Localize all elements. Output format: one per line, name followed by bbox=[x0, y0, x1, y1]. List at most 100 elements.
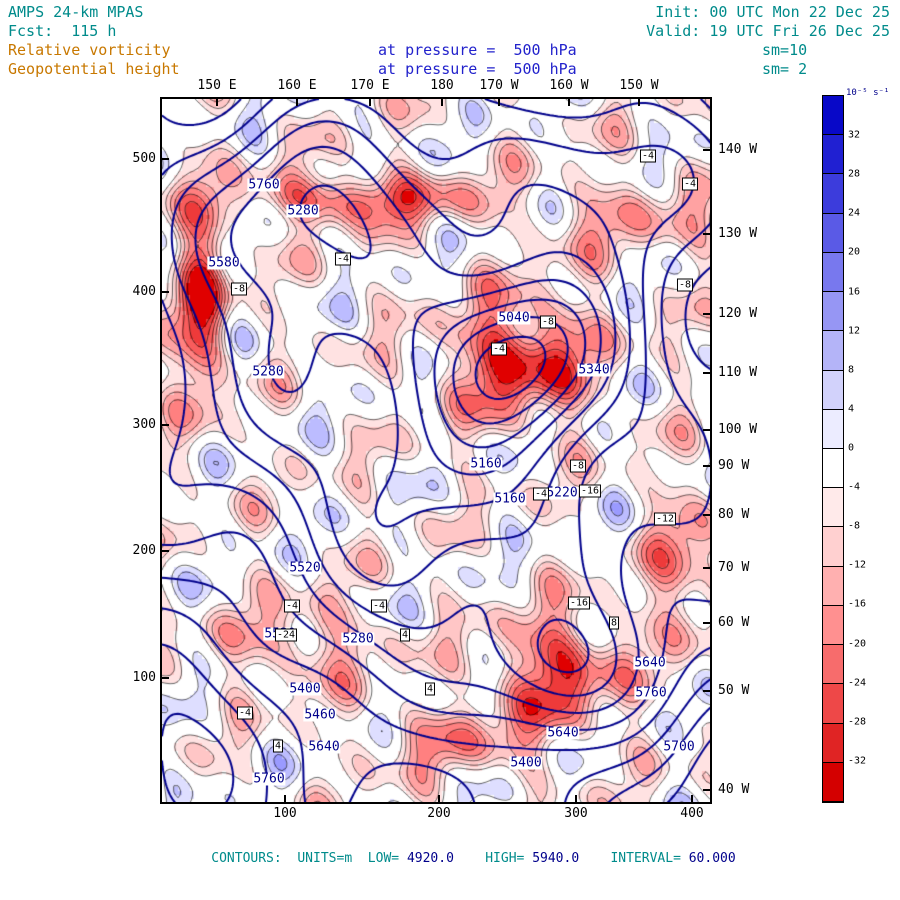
axis-tick-top bbox=[216, 99, 218, 106]
field1-level: at pressure = 500 hPa bbox=[378, 41, 577, 59]
colorbar-tick-label: -12 bbox=[848, 559, 867, 571]
height-contour-label: 5340 bbox=[577, 362, 611, 378]
colorbar-units-label: 10⁻⁵ s⁻¹ bbox=[846, 88, 890, 98]
vorticity-contour-label: -4 bbox=[681, 177, 699, 191]
colorbar-segment bbox=[823, 370, 843, 410]
colorbar-segment bbox=[823, 213, 843, 253]
valid-time: Valid: 19 UTC Fri 26 Dec 25 bbox=[646, 22, 890, 40]
field2-level: at pressure = 500 hPa bbox=[378, 60, 577, 78]
axis-tick-bottom bbox=[438, 795, 440, 802]
vorticity-contour-label: -16 bbox=[567, 596, 591, 610]
vorticity-contour-label: -4 bbox=[532, 487, 550, 501]
colorbar-segment bbox=[823, 527, 843, 567]
forecast-hour: Fcst: 115 h bbox=[8, 22, 117, 40]
colorbar-segment bbox=[823, 409, 843, 449]
height-contour-label: 5640 bbox=[307, 739, 341, 755]
axis-tick-label-right: 110 W bbox=[718, 365, 758, 380]
contour-map-canvas bbox=[162, 99, 710, 802]
height-high-value: 5940.0 bbox=[532, 851, 580, 866]
axis-tick-top bbox=[638, 99, 640, 106]
axis-tick-label-right: 80 W bbox=[718, 507, 750, 522]
colorbar-tick-label: 20 bbox=[848, 246, 861, 258]
colorbar-tick-label: 8 bbox=[848, 364, 855, 376]
height-contour-label: 5160 bbox=[469, 456, 503, 472]
axis-tick-label-top: 150 E bbox=[197, 78, 237, 93]
colorbar-tick-label: -24 bbox=[848, 677, 867, 689]
vorticity-contour-label: -4 bbox=[334, 252, 352, 266]
axis-tick-left bbox=[162, 677, 169, 679]
axis-tick-label-right: 90 W bbox=[718, 458, 750, 473]
height-contour-label: 5580 bbox=[207, 255, 241, 271]
contour-label-layer: 5760 5280 5580 5280 5040 5160 5160 5220 5340 5520… bbox=[162, 99, 710, 802]
colorbar-tick-label: 0 bbox=[848, 442, 855, 454]
colorbar-tick-label: -16 bbox=[848, 598, 867, 610]
height-contour-label: 5280 bbox=[251, 364, 285, 380]
field2-smoothing: sm= 2 bbox=[762, 60, 808, 78]
height-contour-label: 5400 bbox=[509, 755, 543, 771]
axis-tick-label-top: 170 E bbox=[350, 78, 390, 93]
height-contour-label: 5700 bbox=[662, 739, 696, 755]
vorticity-contour-label: -8 bbox=[569, 459, 587, 473]
axis-tick-label-bottom: 100 bbox=[273, 806, 297, 821]
field1-smoothing: sm=10 bbox=[762, 41, 808, 59]
model-name: AMPS 24-km MPAS bbox=[8, 3, 144, 21]
axis-tick-right bbox=[703, 465, 710, 467]
axis-tick-right bbox=[703, 429, 710, 431]
axis-tick-label-top: 150 W bbox=[619, 78, 659, 93]
colorbar-tick-label: 24 bbox=[848, 207, 861, 219]
axis-tick-label-top: 170 W bbox=[479, 78, 519, 93]
axis-tick-label-top: 160 E bbox=[277, 78, 317, 93]
vorticity-contour-info: CONTOURS: UNITS=10⁻⁵ s⁻¹ LOW= -32.000 HI… bbox=[0, 884, 900, 900]
height-high-label: HIGH= bbox=[453, 851, 533, 866]
init-time: Init: 00 UTC Mon 22 Dec 25 bbox=[655, 3, 890, 21]
axis-tick-label-left: 200 bbox=[132, 543, 156, 558]
height-contour-label: 5760 bbox=[252, 771, 286, 787]
height-contour-info: CONTOURS: UNITS=m LOW= 4920.0 HIGH= 5940… bbox=[0, 833, 900, 884]
height-contour-label: 5460 bbox=[303, 707, 337, 723]
colorbar-tick-label: 32 bbox=[848, 129, 861, 141]
colorbar-segment bbox=[823, 96, 843, 136]
vorticity-contour-label: -4 bbox=[370, 599, 388, 613]
vorticity-contour-label: -4 bbox=[236, 706, 254, 720]
height-contour-label: 5280 bbox=[341, 631, 375, 647]
axis-tick-bottom bbox=[575, 795, 577, 802]
colorbar-tick-label: 12 bbox=[848, 325, 861, 337]
vorticity-contour-label: -4 bbox=[490, 342, 508, 356]
axis-tick-right bbox=[703, 372, 710, 374]
axis-tick-top bbox=[568, 99, 570, 106]
axis-tick-label-left: 400 bbox=[132, 284, 156, 299]
axis-tick-label-bottom: 200 bbox=[427, 806, 451, 821]
colorbar-segment bbox=[823, 605, 843, 646]
colorbar-segment bbox=[823, 252, 843, 293]
colorbar-segment bbox=[823, 448, 843, 489]
height-low-value: 4920.0 bbox=[406, 851, 454, 866]
colorbar-segment bbox=[823, 684, 843, 724]
colorbar-segment bbox=[823, 135, 843, 175]
axis-tick-label-top: 160 W bbox=[549, 78, 589, 93]
height-contour-label: 5220 bbox=[545, 485, 579, 501]
vorticity-contour-label: -16 bbox=[578, 484, 602, 498]
vorticity-contour-label: -12 bbox=[653, 512, 677, 526]
field2-name: Geopotential height bbox=[8, 60, 180, 78]
height-contour-label: 5760 bbox=[634, 685, 668, 701]
vorticity-contour-label: 4 bbox=[272, 739, 284, 753]
axis-tick-right bbox=[703, 567, 710, 569]
axis-tick-right bbox=[703, 690, 710, 692]
axis-tick-left bbox=[162, 291, 169, 293]
vorticity-contour-label: 4 bbox=[399, 628, 411, 642]
axis-tick-top bbox=[296, 99, 298, 106]
axis-tick-label-bottom: 300 bbox=[564, 806, 588, 821]
axis-tick-bottom bbox=[691, 795, 693, 802]
colorbar-segment bbox=[823, 174, 843, 214]
height-contour-label: 5520 bbox=[288, 560, 322, 576]
vorticity-contour-label: 8 bbox=[608, 616, 620, 630]
colorbar-segment bbox=[823, 292, 843, 332]
axis-tick-top bbox=[369, 99, 371, 106]
height-contour-label: 5400 bbox=[288, 681, 322, 697]
colorbar-segment bbox=[823, 762, 843, 802]
axis-tick-label-right: 70 W bbox=[718, 560, 750, 575]
axis-tick-label-right: 100 W bbox=[718, 422, 758, 437]
vorticity-contour-label: -8 bbox=[230, 282, 248, 296]
axis-tick-label-top: 180 bbox=[430, 78, 454, 93]
axis-tick-right bbox=[703, 149, 710, 151]
